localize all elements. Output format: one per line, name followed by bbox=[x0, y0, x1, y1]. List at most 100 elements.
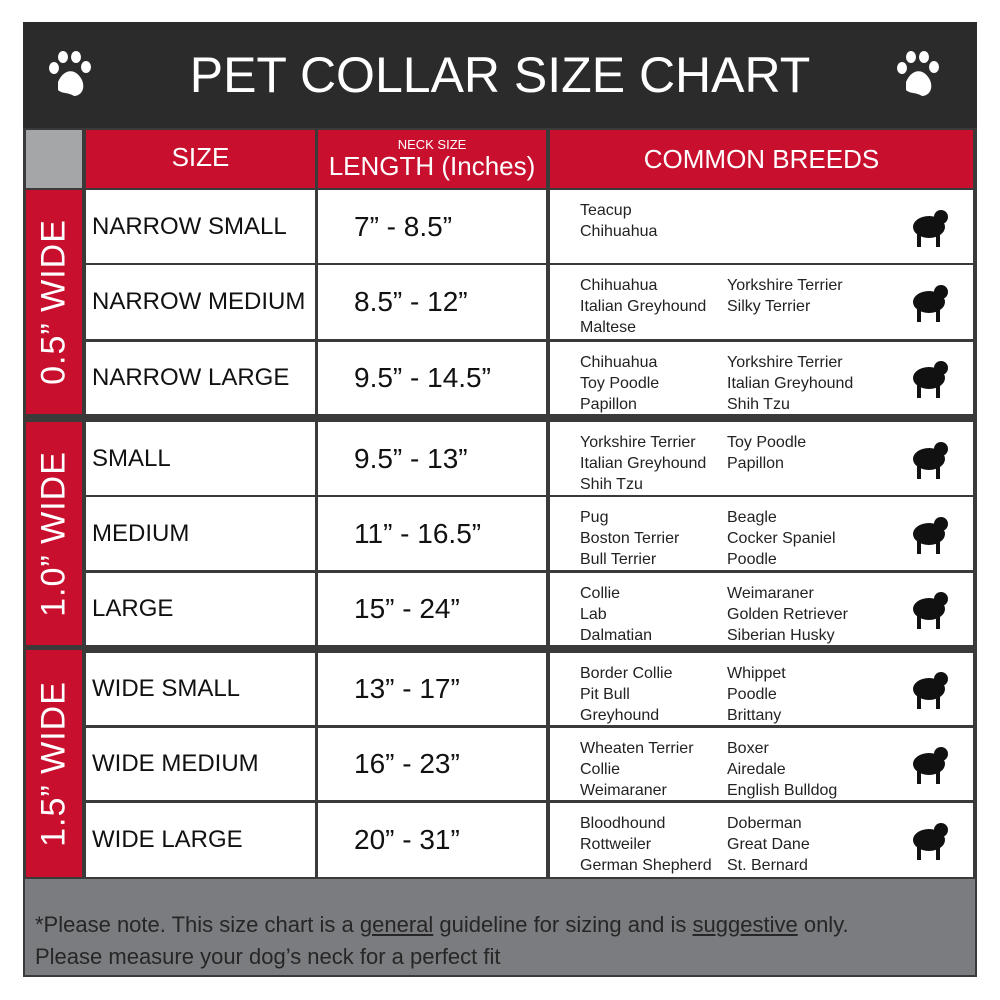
breed: Great Dane bbox=[727, 836, 810, 853]
breed: Italian Greyhound bbox=[580, 298, 707, 315]
breeds-col-2: Toy Poodle Papillon bbox=[727, 432, 806, 474]
breed: Border Collie bbox=[580, 665, 673, 682]
row-size: LARGE bbox=[86, 573, 315, 645]
row-breeds: Teacup Chihuahua bbox=[550, 190, 973, 263]
group-label-text: 0.5” WIDE bbox=[34, 219, 73, 385]
group-label: 1.5” WIDE bbox=[26, 650, 82, 877]
breed: Wheaten Terrier bbox=[580, 740, 694, 757]
breeds-col-1: Border Collie Pit Bull Greyhound bbox=[580, 663, 672, 726]
breed: Greyhound bbox=[580, 707, 660, 724]
breeds-col-1: Bloodhound Rottweiler German Shepherd bbox=[580, 813, 712, 876]
breed: Toy Poodle bbox=[727, 434, 807, 451]
breeds-col-2: Yorkshire Terrier Italian Greyhound Shih T… bbox=[727, 352, 853, 415]
breeds-col-2: Yorkshire Terrier Silky Terrier bbox=[727, 275, 843, 317]
footer-note: *Please note. This size chart is a gener… bbox=[25, 879, 975, 975]
header-length-main: LENGTH (Inches) bbox=[328, 151, 536, 181]
row-breeds: Bloodhound Rottweiler German Shepherd Dobe… bbox=[550, 803, 973, 877]
row-size: SMALL bbox=[86, 422, 315, 495]
breed: Siberian Husky bbox=[727, 627, 835, 644]
breed: Chihuahua bbox=[580, 223, 658, 240]
paw-icon bbox=[49, 51, 91, 96]
row-length: 8.5” - 12” bbox=[318, 265, 546, 339]
breeds-col-2: Boxer Airedale English Bulldog bbox=[727, 738, 837, 801]
breeds-col-1: Yorkshire Terrier Italian Greyhound Shih T… bbox=[580, 432, 706, 495]
row-length: 20” - 31” bbox=[318, 803, 546, 877]
breed: Shih Tzu bbox=[580, 476, 643, 493]
breed: Collie bbox=[580, 761, 621, 778]
pomeranian-icon bbox=[913, 361, 948, 398]
note-text: only. bbox=[797, 912, 849, 937]
row-length: 13” - 17” bbox=[318, 653, 546, 725]
row-length: 11” - 16.5” bbox=[318, 497, 546, 570]
breed: Dalmatian bbox=[580, 627, 653, 644]
group-label: 0.5” WIDE bbox=[26, 190, 82, 414]
breeds-col-1: Chihuahua Toy Poodle Papillon bbox=[580, 352, 659, 415]
breed: Whippet bbox=[727, 665, 786, 682]
row-breeds: Wheaten Terrier Collie Weimaraner Boxer Air… bbox=[550, 728, 973, 800]
breed: Maltese bbox=[580, 319, 637, 336]
breed: Poodle bbox=[727, 686, 777, 703]
row-breeds: Chihuahua Toy Poodle Papillon Yorkshire Te… bbox=[550, 342, 973, 414]
group-label-text: 1.5” WIDE bbox=[34, 680, 73, 847]
breed: Papillon bbox=[727, 455, 784, 472]
row-size: NARROW LARGE bbox=[86, 342, 315, 414]
header-corner bbox=[26, 130, 82, 188]
breeds-col-1: Pug Boston Terrier Bull Terrier bbox=[580, 507, 679, 570]
breed: Brittany bbox=[727, 707, 782, 724]
row-breeds: Yorkshire Terrier Italian Greyhound Shih T… bbox=[550, 422, 973, 495]
row-size: WIDE MEDIUM bbox=[86, 728, 315, 800]
row-size: NARROW SMALL bbox=[86, 190, 315, 263]
header-size: SIZE bbox=[86, 130, 315, 188]
breed: English Bulldog bbox=[727, 782, 838, 799]
breed: Yorkshire Terrier bbox=[580, 434, 696, 451]
breed: Bloodhound bbox=[580, 815, 666, 832]
breed: Collie bbox=[580, 585, 621, 602]
breed: Cocker Spaniel bbox=[727, 530, 836, 547]
breed: Yorkshire Terrier bbox=[727, 354, 843, 371]
breeds-col-2: Doberman Great Dane St. Bernard bbox=[727, 813, 810, 876]
note-text: *Please note. This size chart is a bbox=[35, 912, 360, 937]
breed: Teacup bbox=[580, 202, 632, 219]
breed: Lab bbox=[580, 606, 607, 623]
group-label: 1.0” WIDE bbox=[26, 422, 82, 645]
row-size: WIDE SMALL bbox=[86, 653, 315, 725]
breed: Boxer bbox=[727, 740, 769, 757]
dachshund-icon bbox=[913, 516, 948, 554]
breed: Doberman bbox=[727, 815, 802, 832]
shepherd-icon bbox=[913, 592, 948, 629]
breeds-col-2: Weimaraner Golden Retriever Siberian Husky bbox=[727, 583, 848, 646]
breed: Papillon bbox=[580, 396, 637, 413]
breed: Weimaraner bbox=[580, 782, 667, 799]
header-length-small: NECK SIZE bbox=[397, 137, 467, 152]
note-underline: general bbox=[359, 912, 434, 937]
row-size: WIDE LARGE bbox=[86, 803, 315, 877]
breeds-col-1: Chihuahua Italian Greyhound Maltese bbox=[580, 275, 706, 338]
breed: German Shepherd bbox=[580, 857, 712, 874]
row-length: 9.5” - 13” bbox=[318, 422, 546, 495]
breed: Rottweiler bbox=[580, 836, 652, 853]
row-size: NARROW MEDIUM bbox=[86, 265, 315, 339]
row-breeds: Collie Lab Dalmatian Weimaraner Golden Retr… bbox=[550, 573, 973, 645]
header-breeds: COMMON BREEDS bbox=[550, 130, 973, 188]
breed: Toy Poodle bbox=[580, 375, 660, 392]
note-underline: suggestive bbox=[692, 912, 798, 937]
breed: Pit Bull bbox=[580, 686, 630, 703]
paw-icon bbox=[897, 51, 939, 96]
doberman-icon bbox=[913, 823, 948, 860]
group-label-text: 1.0” WIDE bbox=[34, 450, 73, 617]
row-breeds: Pug Boston Terrier Bull Terrier Beagle Cock… bbox=[550, 497, 973, 570]
chihuahua-icon bbox=[913, 285, 948, 322]
breed: Beagle bbox=[727, 509, 777, 526]
row-length: 16” - 23” bbox=[318, 728, 546, 800]
breed: Italian Greyhound bbox=[580, 455, 707, 472]
yorkie-icon bbox=[913, 209, 948, 247]
breed: Bull Terrier bbox=[580, 551, 657, 568]
breed: Boston Terrier bbox=[580, 530, 680, 547]
pitbull-icon bbox=[913, 747, 948, 784]
bulldog-icon bbox=[913, 672, 948, 709]
breed: Poodle bbox=[727, 551, 777, 568]
row-length: 9.5” - 14.5” bbox=[318, 342, 546, 414]
breed: St. Bernard bbox=[727, 857, 808, 874]
header-length: NECK SIZE LENGTH (Inches) bbox=[318, 130, 546, 188]
breed: Pug bbox=[580, 509, 609, 526]
